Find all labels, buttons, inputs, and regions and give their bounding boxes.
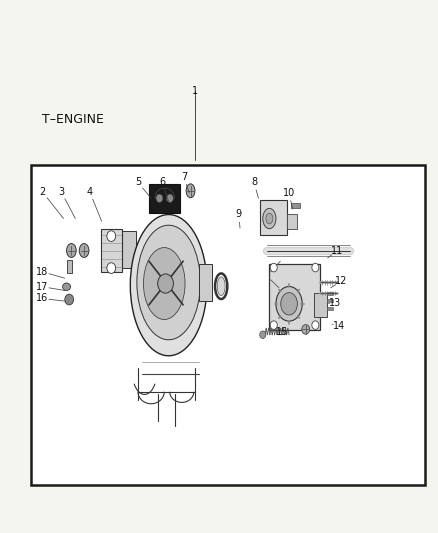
Text: 18: 18 — [36, 267, 49, 277]
Text: 14: 14 — [333, 321, 346, 331]
Text: 15: 15 — [276, 327, 289, 336]
Bar — [260, 200, 287, 235]
Circle shape — [312, 263, 319, 272]
Circle shape — [270, 321, 277, 329]
Ellipse shape — [186, 184, 195, 198]
Bar — [31, 165, 425, 485]
Text: 5: 5 — [135, 177, 141, 187]
Bar — [327, 307, 333, 310]
Text: 2: 2 — [39, 187, 46, 197]
Circle shape — [156, 194, 163, 203]
Text: 13: 13 — [329, 298, 341, 308]
Bar — [327, 292, 333, 295]
Ellipse shape — [79, 244, 89, 257]
Ellipse shape — [281, 293, 297, 315]
Ellipse shape — [131, 215, 207, 356]
Bar — [287, 214, 297, 229]
Bar — [120, 231, 136, 268]
Ellipse shape — [263, 208, 276, 229]
Circle shape — [312, 321, 319, 329]
Text: 4: 4 — [87, 187, 93, 197]
Bar — [101, 229, 122, 272]
Text: 7: 7 — [181, 172, 187, 182]
Text: 6: 6 — [159, 177, 165, 187]
Ellipse shape — [217, 277, 225, 295]
Text: T–ENGINE: T–ENGINE — [42, 114, 103, 126]
Ellipse shape — [67, 244, 76, 257]
Text: 17: 17 — [36, 282, 49, 292]
Text: 10: 10 — [283, 188, 295, 198]
Bar — [199, 264, 212, 301]
Ellipse shape — [302, 325, 310, 334]
Circle shape — [270, 263, 277, 272]
Ellipse shape — [143, 247, 185, 319]
Bar — [149, 184, 180, 213]
Ellipse shape — [276, 287, 302, 321]
Bar — [291, 203, 300, 208]
Bar — [314, 293, 327, 317]
Text: 16: 16 — [36, 294, 49, 303]
Bar — [327, 299, 333, 302]
Circle shape — [65, 294, 74, 305]
Ellipse shape — [266, 213, 273, 224]
Text: 3: 3 — [58, 187, 64, 197]
Text: 1: 1 — [192, 86, 198, 95]
Text: 11: 11 — [331, 246, 343, 255]
Bar — [67, 260, 72, 273]
Text: 8: 8 — [251, 177, 257, 187]
Circle shape — [260, 331, 266, 338]
Text: 9: 9 — [236, 209, 242, 219]
Ellipse shape — [63, 283, 71, 290]
Ellipse shape — [137, 225, 200, 340]
Circle shape — [107, 263, 116, 273]
Circle shape — [107, 231, 116, 241]
Bar — [269, 264, 320, 330]
Text: 12: 12 — [335, 277, 347, 286]
Circle shape — [166, 194, 173, 203]
Circle shape — [158, 274, 173, 293]
